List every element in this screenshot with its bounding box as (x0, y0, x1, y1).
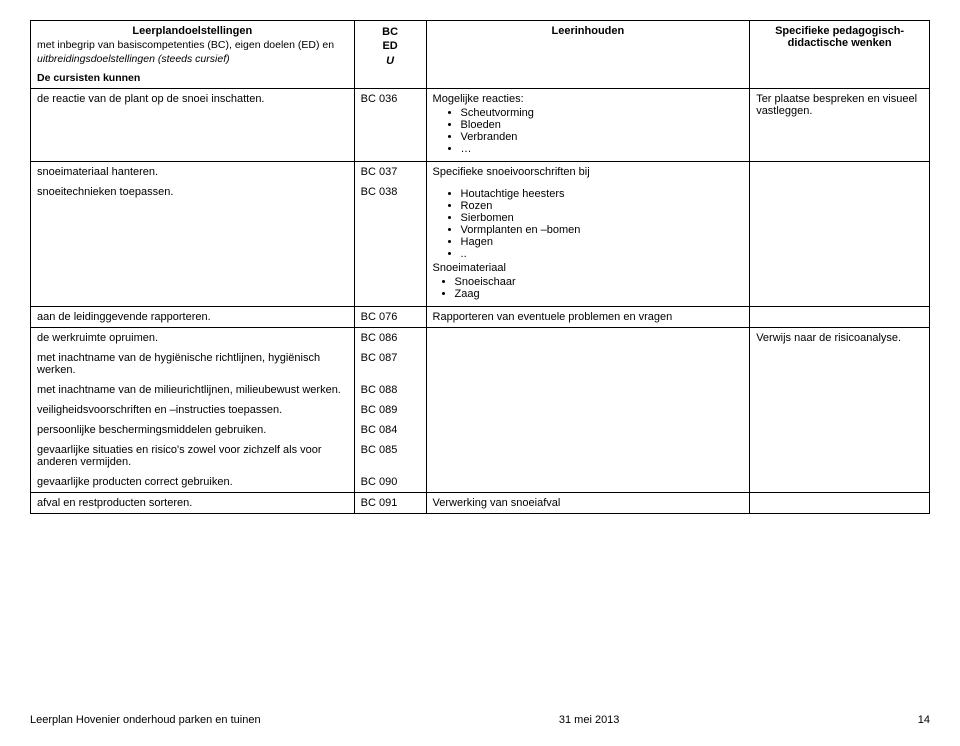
list-item: Vormplanten en –bomen (461, 224, 744, 236)
cell-doel: met inachtname van de hygiënische richtl… (31, 348, 355, 380)
table-row: aan de leidinggevende rapporteren. BC 07… (31, 307, 930, 328)
cell-wenk (750, 440, 930, 472)
cell-doel: gevaarlijke producten correct gebruiken. (31, 472, 355, 493)
cell-code: BC 086 (354, 328, 426, 349)
list-item: Bloeden (461, 119, 744, 131)
table-row: gevaarlijke situaties en risico's zowel … (31, 440, 930, 472)
cell-doel: aan de leidinggevende rapporteren. (31, 307, 355, 328)
cell-code: BC 089 (354, 400, 426, 420)
cell-inhoud: Mogelijke reacties: Scheutvorming Bloede… (426, 89, 750, 162)
cell-wenk (750, 493, 930, 514)
table-row: veiligheidsvoorschriften en –instructies… (31, 400, 930, 420)
cell-wenk: Verwijs naar de risicoanalyse. (750, 328, 930, 349)
footer-left: Leerplan Hovenier onderhoud parken en tu… (30, 714, 261, 726)
curriculum-table: Leerplandoelstellingen met inbegrip van … (30, 20, 930, 514)
inhoud-list: Snoeischaar Zaag (433, 276, 744, 300)
header-title: Leerplandoelstellingen (37, 25, 348, 37)
cell-doel: afval en restproducten sorteren. (31, 493, 355, 514)
cell-doel: de werkruimte opruimen. (31, 328, 355, 349)
cell-wenk (750, 162, 930, 183)
cell-code: BC 085 (354, 440, 426, 472)
list-item: Zaag (455, 288, 744, 300)
list-item: Sierbomen (461, 212, 744, 224)
list-item: Verbranden (461, 131, 744, 143)
table-row: de reactie van de plant op de snoei insc… (31, 89, 930, 162)
table-header-row: Leerplandoelstellingen met inbegrip van … (31, 21, 930, 89)
footer-center: 31 mei 2013 (559, 714, 620, 726)
header-sub2: De cursisten kunnen (37, 72, 348, 84)
cell-inhoud: Houtachtige heesters Rozen Sierbomen Vor… (426, 182, 750, 307)
table-row: de werkruimte opruimen. BC 086 Verwijs n… (31, 328, 930, 349)
list-item: Hagen (461, 236, 744, 248)
cell-inhoud (426, 440, 750, 472)
cell-doel: de reactie van de plant op de snoei insc… (31, 89, 355, 162)
cell-code: BC 038 (354, 182, 426, 307)
list-item: .. (461, 248, 744, 260)
cell-wenk (750, 182, 930, 307)
table-row: afval en restproducten sorteren. BC 091 … (31, 493, 930, 514)
table-row: snoeitechnieken toepassen. BC 038 Houtac… (31, 182, 930, 307)
cell-inhoud: Specifieke snoeivoorschriften bij (426, 162, 750, 183)
cell-code: BC 090 (354, 472, 426, 493)
cell-inhoud (426, 380, 750, 400)
header-leerinhouden: Leerinhouden (426, 21, 750, 89)
cell-doel: snoeimateriaal hanteren. (31, 162, 355, 183)
cell-wenk (750, 380, 930, 400)
table-row: snoeimateriaal hanteren. BC 037 Specifie… (31, 162, 930, 183)
cell-inhoud (426, 400, 750, 420)
header-subtitle: met inbegrip van basiscompetenties (BC),… (37, 39, 348, 66)
cell-inhoud (426, 348, 750, 380)
cell-doel: persoonlijke beschermingsmiddelen gebrui… (31, 420, 355, 440)
table-row: gevaarlijke producten correct gebruiken.… (31, 472, 930, 493)
cell-inhoud (426, 420, 750, 440)
cell-code: BC 087 (354, 348, 426, 380)
list-item: Snoeischaar (455, 276, 744, 288)
cell-inhoud (426, 472, 750, 493)
cell-code: BC 076 (354, 307, 426, 328)
cell-doel: snoeitechnieken toepassen. (31, 182, 355, 307)
page-footer: Leerplan Hovenier onderhoud parken en tu… (30, 714, 930, 726)
cell-inhoud: Verwerking van snoeiafval (426, 493, 750, 514)
inhoud-list: Houtachtige heesters Rozen Sierbomen Vor… (433, 188, 744, 260)
cell-wenk (750, 472, 930, 493)
cell-code: BC 037 (354, 162, 426, 183)
table-row: persoonlijke beschermingsmiddelen gebrui… (31, 420, 930, 440)
header-wenken: Specifieke pedagogisch-didactische wenke… (750, 21, 930, 89)
header-code: BC ED U (354, 21, 426, 89)
list-item: Rozen (461, 200, 744, 212)
inhoud-list: Scheutvorming Bloeden Verbranden … (433, 107, 744, 155)
cell-doel: gevaarlijke situaties en risico's zowel … (31, 440, 355, 472)
cell-code: BC 036 (354, 89, 426, 162)
list-item: … (461, 143, 744, 155)
cell-inhoud (426, 328, 750, 349)
list-item: Scheutvorming (461, 107, 744, 119)
cell-doel: veiligheidsvoorschriften en –instructies… (31, 400, 355, 420)
cell-wenk (750, 420, 930, 440)
cell-code: BC 088 (354, 380, 426, 400)
table-row: met inachtname van de milieurichtlijnen,… (31, 380, 930, 400)
cell-doel: met inachtname van de milieurichtlijnen,… (31, 380, 355, 400)
cell-wenk: Ter plaatse bespreken en visueel vastleg… (750, 89, 930, 162)
table-row: met inachtname van de hygiënische richtl… (31, 348, 930, 380)
cell-code: BC 091 (354, 493, 426, 514)
cell-wenk (750, 348, 930, 380)
list-item: Houtachtige heesters (461, 188, 744, 200)
footer-right: 14 (918, 714, 930, 726)
cell-code: BC 084 (354, 420, 426, 440)
cell-wenk (750, 400, 930, 420)
cell-inhoud: Rapporteren van eventuele problemen en v… (426, 307, 750, 328)
header-doelstellingen: Leerplandoelstellingen met inbegrip van … (31, 21, 355, 89)
cell-wenk (750, 307, 930, 328)
